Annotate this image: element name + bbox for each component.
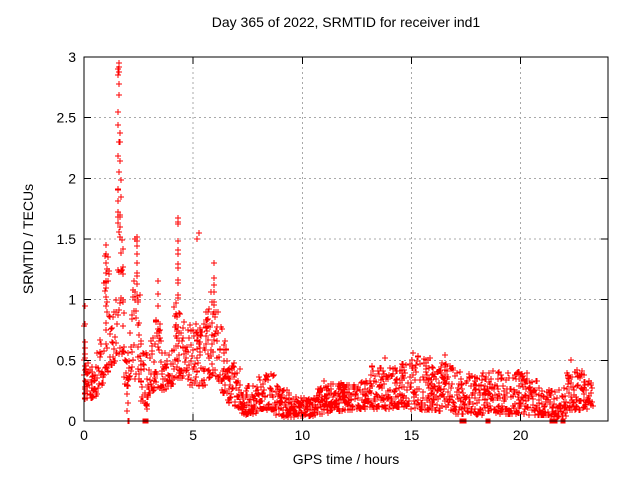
y-tick-label: 1.5 [57,231,77,247]
y-tick-label: 0.5 [57,352,77,368]
y-tick-label: 2.5 [57,110,77,126]
y-tick-label: 3 [68,49,76,65]
x-tick-label: 5 [189,427,197,443]
x-tick-label: 0 [80,427,88,443]
y-tick-labels: 0 0.5 1 1.5 2 2.5 3 [57,49,77,429]
chart-title: Day 365 of 2022, SRMTID for receiver ind… [211,14,481,30]
plot-border [83,56,609,422]
x-tick-label: 20 [513,427,529,443]
y-tick-label: 0 [68,413,76,429]
y-tick-label: 1 [68,292,76,308]
scatter-points [81,60,596,424]
y-tick-label: 2 [68,170,76,186]
x-axis-label: GPS time / hours [292,451,400,467]
x-tick-labels: 0 5 10 15 20 [80,427,529,443]
x-tick-label: 15 [404,427,420,443]
grid-lines [84,57,608,421]
x-tick-label: 10 [295,427,311,443]
